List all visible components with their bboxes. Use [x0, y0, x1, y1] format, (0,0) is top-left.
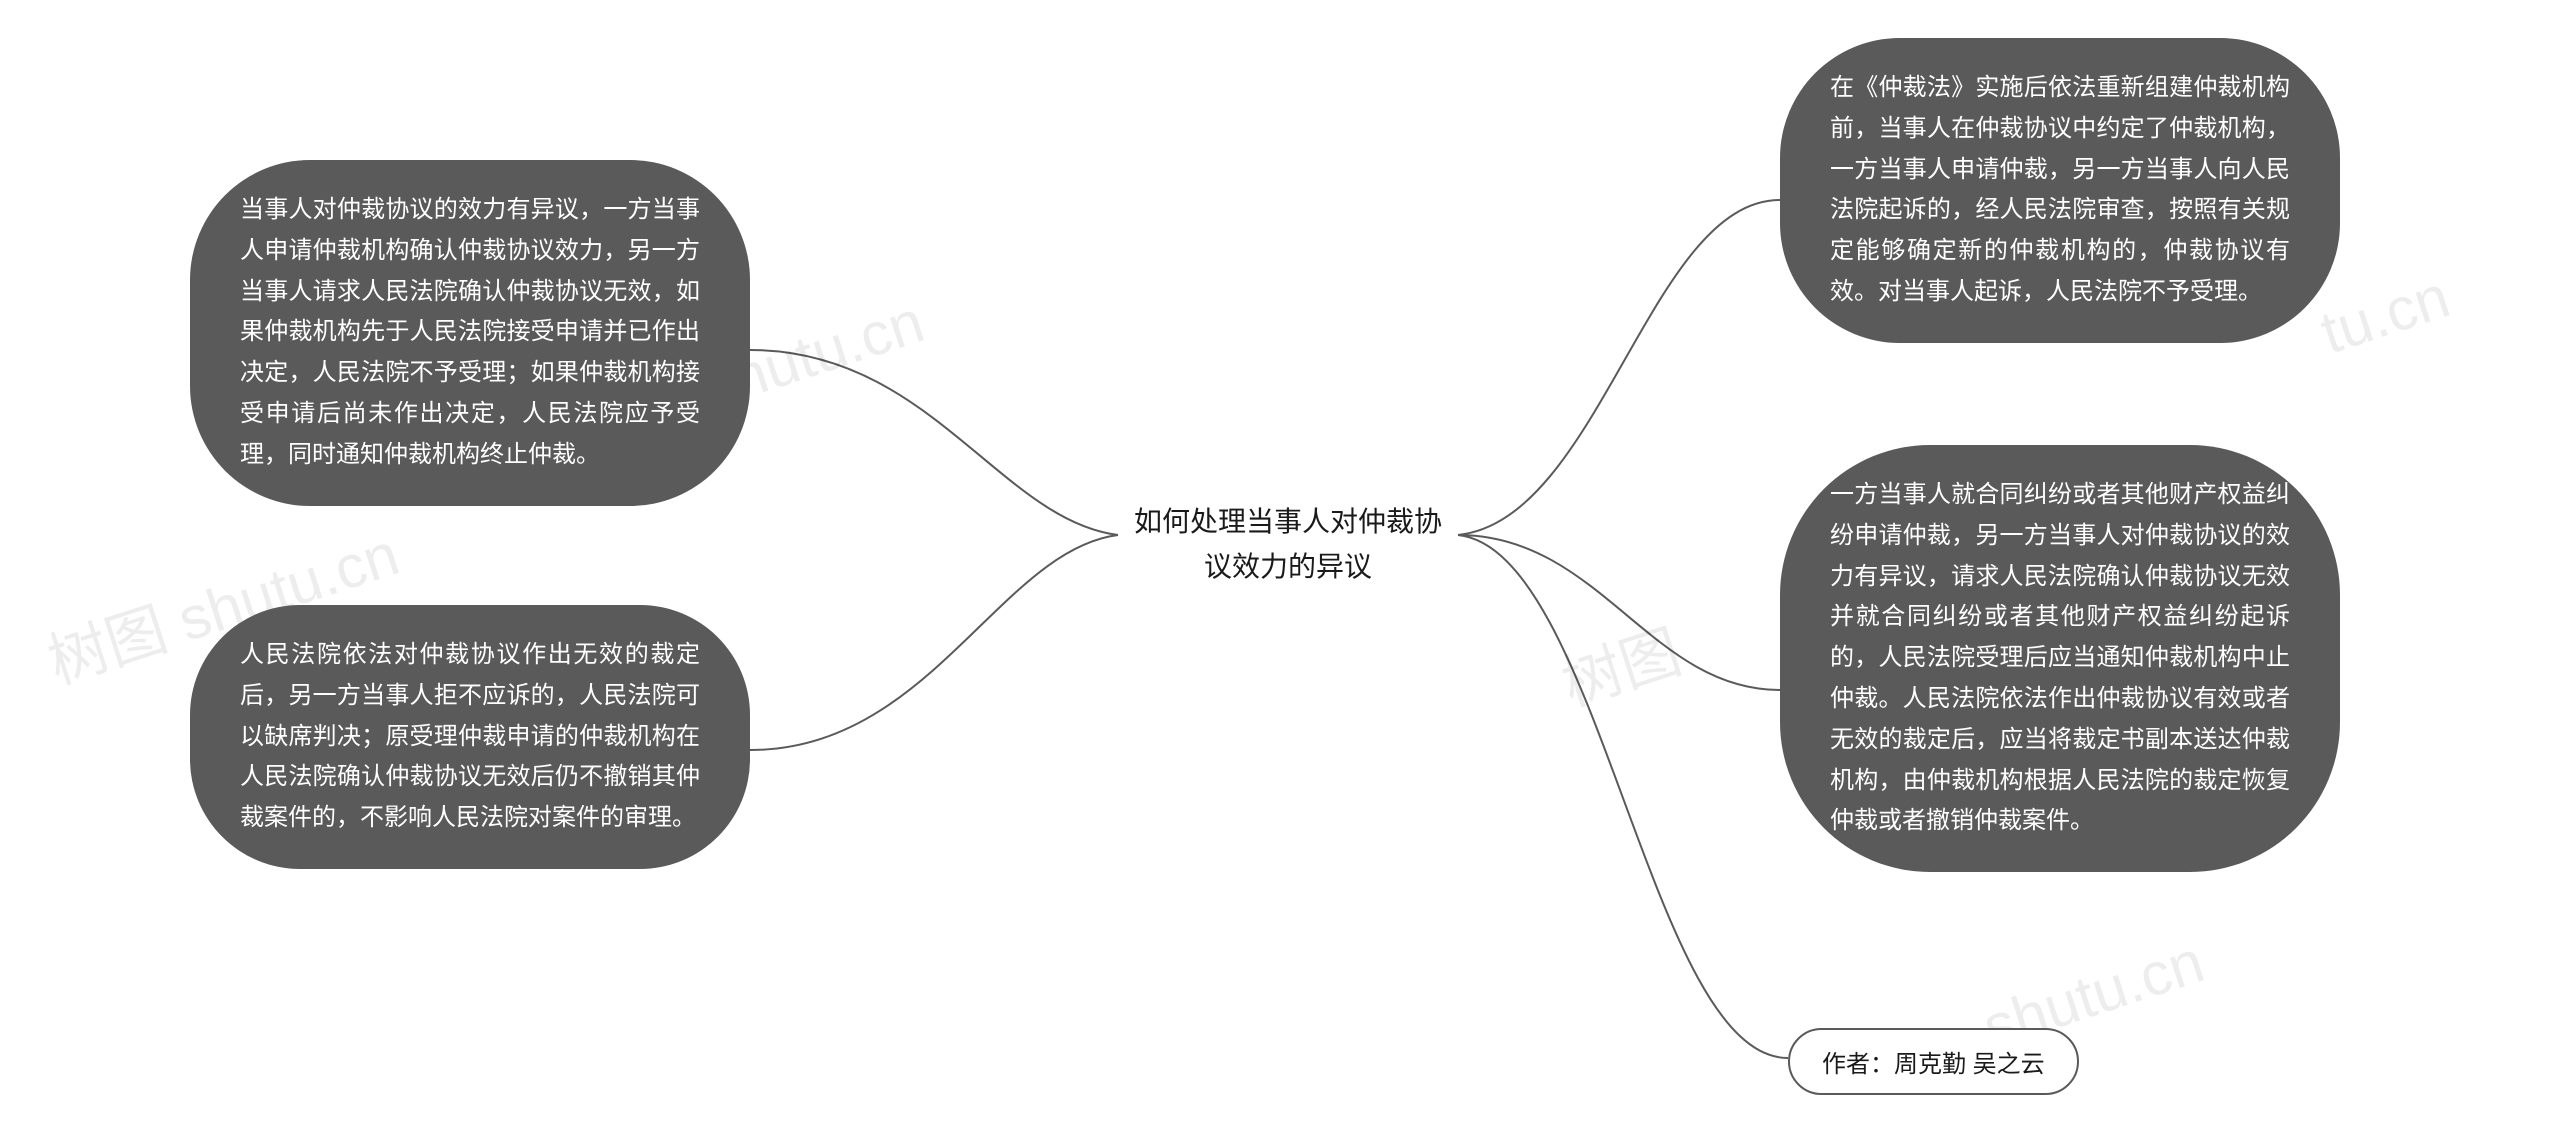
watermark-text: tu.cn	[2313, 262, 2458, 368]
author-label: 作者：周克勤 吴之云	[1788, 1028, 2079, 1095]
branch-right-top: 在《仲裁法》实施后依法重新组建仲裁机构前，当事人在仲裁协议中约定了仲裁机构，一方…	[1780, 38, 2340, 343]
connector-path	[1458, 200, 1780, 535]
watermark-text: 树图	[1549, 604, 1690, 724]
connector-path	[750, 535, 1118, 750]
connector-path	[1458, 535, 1788, 1058]
connector-path	[750, 350, 1118, 535]
branch-left-bottom: 人民法院依法对仲裁协议作出无效的裁定后，另一方当事人拒不应诉的，人民法院可以缺席…	[190, 605, 750, 869]
branch-left-top: 当事人对仲裁协议的效力有异议，一方当事人申请仲裁机构确认仲裁协议效力，另一方当事…	[190, 160, 750, 506]
center-topic: 如何处理当事人对仲裁协 议效力的异议	[1118, 500, 1458, 590]
branch-right-bottom: 一方当事人就合同纠纷或者其他财产权益纠纷申请仲裁，另一方当事人对仲裁协议的效力有…	[1780, 445, 2340, 872]
connector-path	[1458, 535, 1780, 690]
